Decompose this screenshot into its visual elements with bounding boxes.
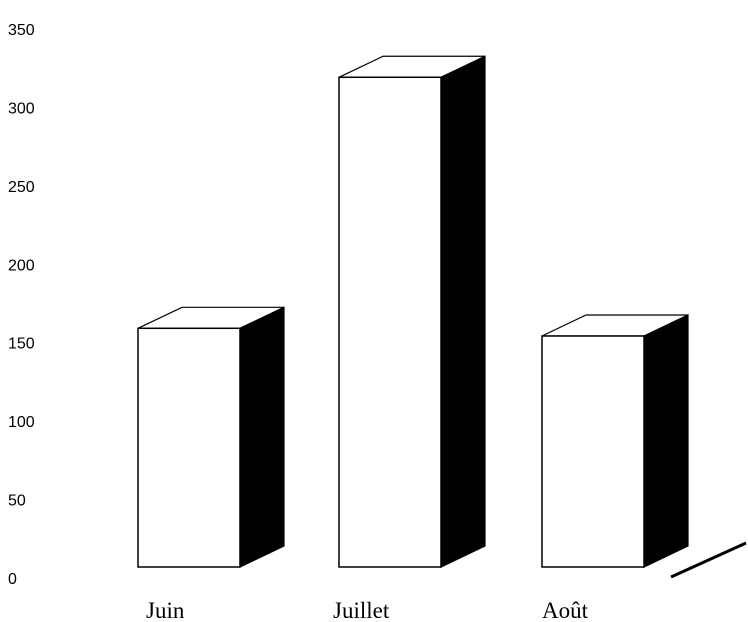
bar-août bbox=[541, 314, 689, 568]
bar-front-face bbox=[137, 327, 241, 568]
bar-side-face bbox=[239, 306, 285, 568]
y-tick-label: 350 bbox=[8, 22, 35, 39]
y-tick-label: 100 bbox=[8, 414, 35, 431]
y-tick-label: 50 bbox=[8, 493, 26, 510]
bar-juin bbox=[137, 306, 285, 568]
y-axis-tick-labels: 0 50 100 150 200 250 300 350 bbox=[8, 22, 35, 588]
bars bbox=[137, 55, 689, 568]
x-axis-category-labels: Juin Juillet Août bbox=[146, 598, 589, 622]
y-tick-label: 300 bbox=[8, 100, 35, 117]
x-category-label: Juin bbox=[146, 598, 185, 622]
y-tick-label: 200 bbox=[8, 257, 35, 274]
floor-edge-line bbox=[670, 541, 747, 579]
bar-juillet bbox=[338, 55, 486, 568]
x-category-label: Août bbox=[542, 598, 589, 622]
x-category-label: Juillet bbox=[333, 598, 390, 622]
bar-side-face bbox=[440, 55, 486, 568]
y-tick-label: 150 bbox=[8, 336, 35, 353]
y-tick-label: 250 bbox=[8, 179, 35, 196]
bar-front-face bbox=[541, 335, 645, 568]
bar-front-face bbox=[338, 76, 442, 568]
y-tick-label: 0 bbox=[8, 571, 17, 588]
bar-side-face bbox=[643, 314, 689, 568]
